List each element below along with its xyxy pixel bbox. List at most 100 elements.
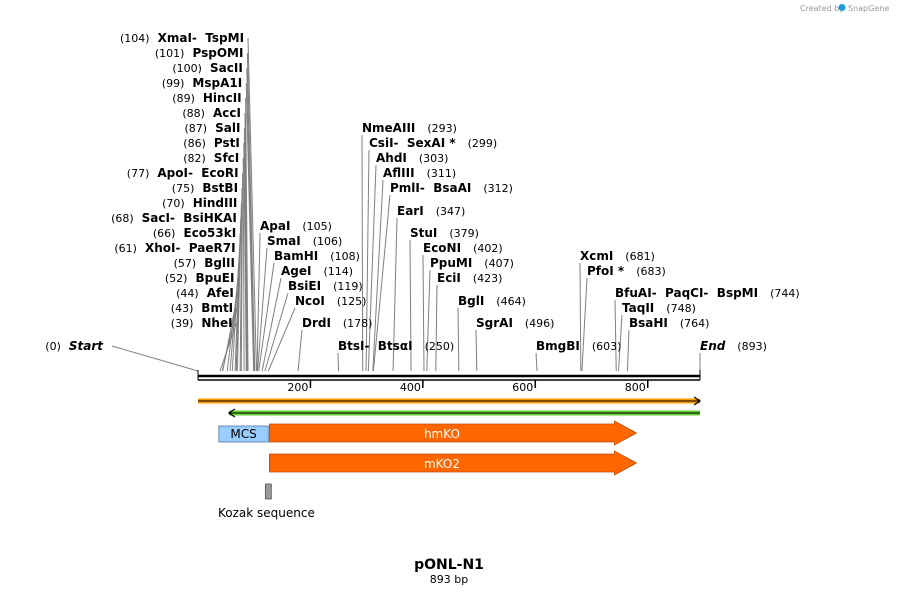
site-labels: (104) XmaI - TspMI(101) PspOMI(100) SacII(9… <box>45 31 799 353</box>
site-position: (82) <box>183 152 206 165</box>
feature-hmko: hmKO <box>268 420 638 446</box>
site-leader-line <box>579 262 582 372</box>
site-nmeaiii: NmeAIII (293) <box>362 121 457 135</box>
site-enzyme-name: SacI <box>142 211 170 225</box>
feature-mko2: mKO2 <box>268 450 638 476</box>
site-enzyme-name: Eco53kI <box>184 226 237 240</box>
site-position: (39) <box>171 317 194 330</box>
site-enzyme-name: BsaAI <box>433 181 471 195</box>
site-enzyme-name: BglI <box>458 294 484 308</box>
site-leader-line <box>246 52 256 372</box>
site-leader-line <box>372 194 391 372</box>
site-position: (0) <box>45 340 61 353</box>
site-hindiii: (70) HindIII <box>162 196 237 210</box>
site-saci-bsihkai: (68) SacI - BsiHKAI <box>111 211 237 225</box>
site-enzyme-name: BsiEI <box>288 279 321 293</box>
site-enzyme-name: CsiI <box>369 136 394 150</box>
site-smai: SmaI (106) <box>267 234 342 248</box>
site-leader-line <box>240 172 244 372</box>
site-position: (402) <box>473 242 503 255</box>
site-enzyme-name: SgrAI <box>476 316 513 330</box>
plasmid-length: 893 bp <box>430 573 468 586</box>
site-position: (748) <box>666 302 696 315</box>
site-enzyme-name: NheI <box>201 316 232 330</box>
site-leader-line <box>426 269 431 372</box>
orf-reverse <box>227 408 700 418</box>
site-position: (496) <box>525 317 555 330</box>
site-enzyme-name: PaqCI <box>665 286 703 300</box>
site-leader-line <box>261 277 282 372</box>
axis-tick-label: 200 <box>287 381 308 394</box>
site-enzyme-name: PspOMI <box>193 46 244 60</box>
site-enzyme-name: PstI <box>214 136 240 150</box>
site-position: (311) <box>427 167 457 180</box>
site-pfoi: PfoI * (683) <box>587 264 666 278</box>
site-separator: - <box>170 211 175 225</box>
site-position: (89) <box>172 92 195 105</box>
site-enzyme-name: BfuAI <box>615 286 652 300</box>
site-position: (100) <box>172 62 202 75</box>
site-position: (423) <box>473 272 503 285</box>
site-position: (57) <box>174 257 197 270</box>
site-position: (68) <box>111 212 134 225</box>
site-enzyme-name: SexAI * <box>407 136 456 150</box>
axis-tick-label: 800 <box>625 381 646 394</box>
site-leader-line <box>365 149 370 372</box>
site-position: (101) <box>155 47 185 60</box>
site-xhoi-paer7i: (61) XhoI - PaeR7I <box>114 241 235 255</box>
site-agei: AgeI (114) <box>281 264 353 278</box>
site-separator: - <box>192 31 197 45</box>
site-leader-line <box>361 134 364 372</box>
site-leader-line <box>219 322 238 372</box>
site-psti: (86) PstI <box>183 136 240 150</box>
orf-arrows <box>198 396 702 418</box>
site-leader-line <box>244 112 248 372</box>
site-enzyme-name: SacII <box>210 61 243 75</box>
site-eari: EarI (347) <box>397 204 465 218</box>
site-enzyme-name: EcoRI <box>201 166 238 180</box>
site-leader-line <box>247 37 257 372</box>
credit-created-by: Created by <box>800 4 844 13</box>
site-enzyme-name: BamHI <box>274 249 318 263</box>
site-enzyme-name: BglII <box>204 256 235 270</box>
site-position: (87) <box>185 122 208 135</box>
site-drdi: DrdI (178) <box>302 316 372 330</box>
site-enzyme-name: SfcI <box>214 151 239 165</box>
site-enzyme-name: AhdI <box>376 151 407 165</box>
site-enzyme-name: AgeI <box>281 264 311 278</box>
site-enzyme-name: HindIII <box>193 196 238 210</box>
site-xcmi: XcmI (681) <box>580 249 655 263</box>
site-position: (681) <box>625 250 655 263</box>
site-enzyme-name: BtsI <box>338 339 365 353</box>
site-enzyme-name: PpuMI <box>430 256 472 270</box>
site-bfuai-paqci-bspmi: BfuAI - PaqCI - BspMI (744) <box>615 286 800 300</box>
site-separator: - <box>420 181 425 195</box>
feature-label: mKO2 <box>424 457 460 471</box>
site-leader-line <box>367 164 377 372</box>
site-position: (299) <box>468 137 498 150</box>
site-separator: - <box>703 286 708 300</box>
site-enzyme-name: ApaI <box>260 219 290 233</box>
site-enzyme-name: Start <box>69 339 104 353</box>
site-position: (464) <box>496 295 526 308</box>
feature-label: MCS <box>230 427 256 441</box>
site-position: (66) <box>153 227 176 240</box>
site-leader-line <box>297 329 303 372</box>
orf-arrowhead <box>227 408 236 418</box>
site-bglii: (57) BglII <box>174 256 235 270</box>
site-enzyme-name: DrdI <box>302 316 331 330</box>
site-bgli: BglI (464) <box>458 294 526 308</box>
sequence-bar <box>197 370 701 381</box>
site-nhei: (39) NheI <box>171 316 233 330</box>
site-position: (125) <box>337 295 367 308</box>
site-separator: - <box>652 286 657 300</box>
site-position: (61) <box>114 242 137 255</box>
site-afliii: AflIII (311) <box>383 166 456 180</box>
site-bpuei: (52) BpuEI <box>165 271 235 285</box>
site-bstbi: (75) BstBI <box>172 181 238 195</box>
site-leader-line <box>475 329 478 372</box>
site-position: (52) <box>165 272 188 285</box>
site-bmgbi: BmgBI (603) <box>536 339 621 353</box>
site-leader-line <box>535 352 538 372</box>
site-position: (114) <box>324 265 354 278</box>
